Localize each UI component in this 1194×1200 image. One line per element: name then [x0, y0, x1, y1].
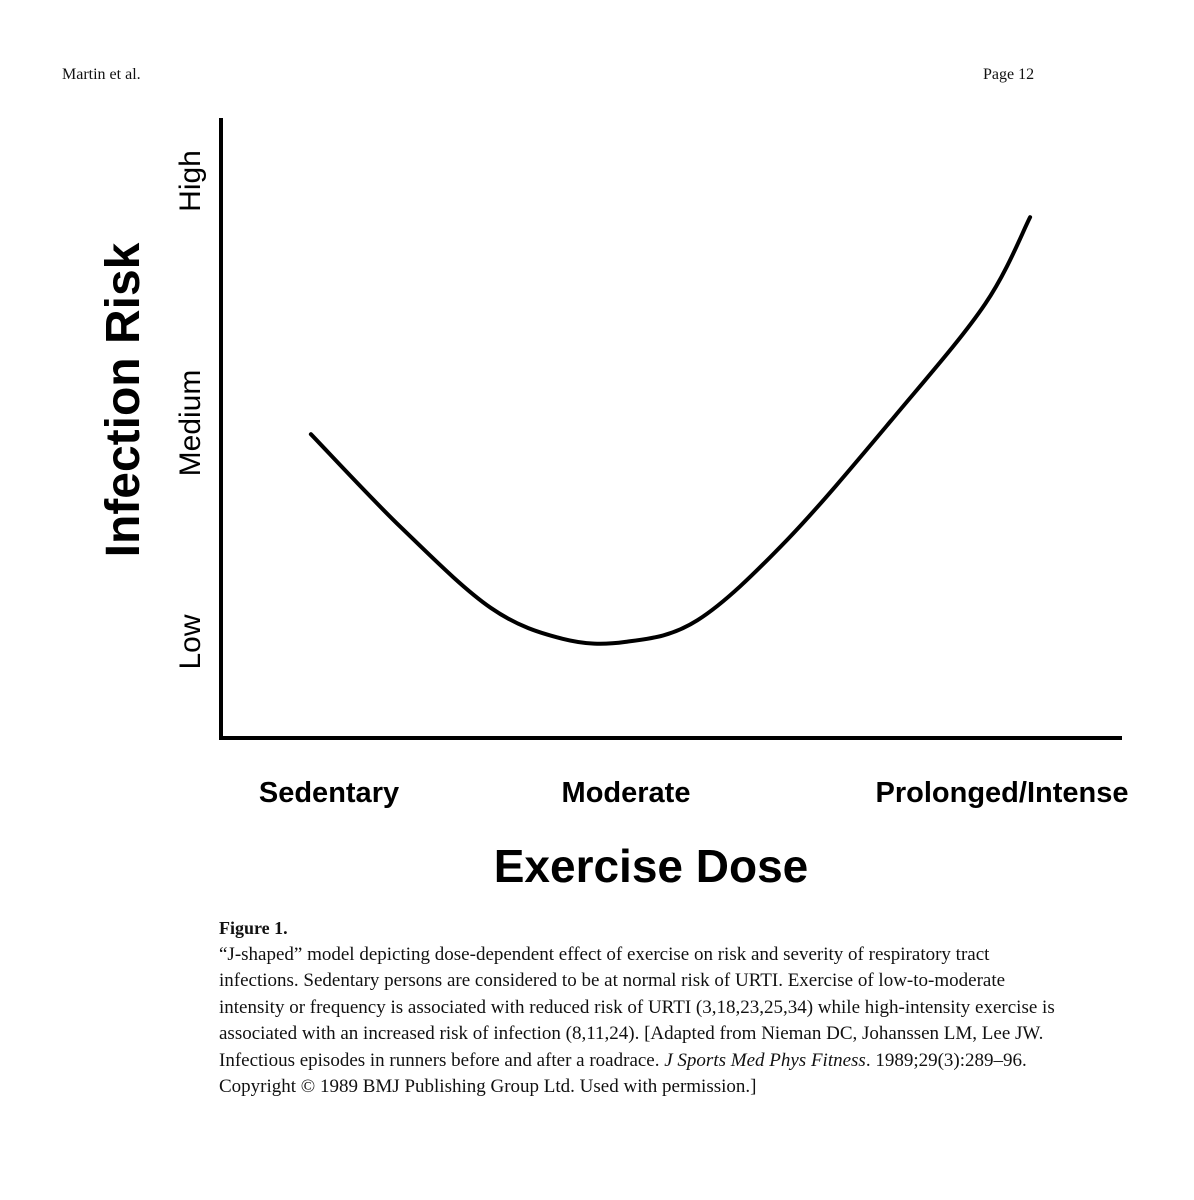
x-tick-prolonged-intense: Prolonged/Intense	[876, 777, 1129, 809]
running-head-author: Martin et al.	[62, 66, 141, 83]
caption-label: Figure 1.	[219, 918, 288, 938]
caption-text-end: . 1989;29(3):289–96. Copyright © 1989 BM…	[219, 1049, 1027, 1098]
x-tick-moderate: Moderate	[562, 777, 691, 809]
j-curve-chart: Low Medium High Infection Risk Sedentary…	[97, 118, 1129, 892]
y-tick-low: Low	[174, 614, 207, 669]
caption-journal-title: J Sports Med Phys Fitness	[664, 1049, 866, 1071]
figure-caption: Figure 1. “J-shaped” model depicting dos…	[219, 915, 1059, 1101]
y-tick-medium: Medium	[174, 370, 207, 477]
y-tick-high: High	[174, 150, 207, 212]
x-axis-title: Exercise Dose	[494, 840, 809, 892]
caption-text: “J-shaped” model depicting dose-dependen…	[219, 942, 1059, 1101]
x-tick-sedentary: Sedentary	[259, 777, 399, 809]
y-axis-title: Infection Risk	[97, 242, 150, 557]
infection-risk-curve	[308, 215, 1033, 646]
page-number: Page 12	[983, 66, 1035, 83]
caption-text-main: “J-shaped” model depicting dose-dependen…	[219, 943, 1055, 1071]
